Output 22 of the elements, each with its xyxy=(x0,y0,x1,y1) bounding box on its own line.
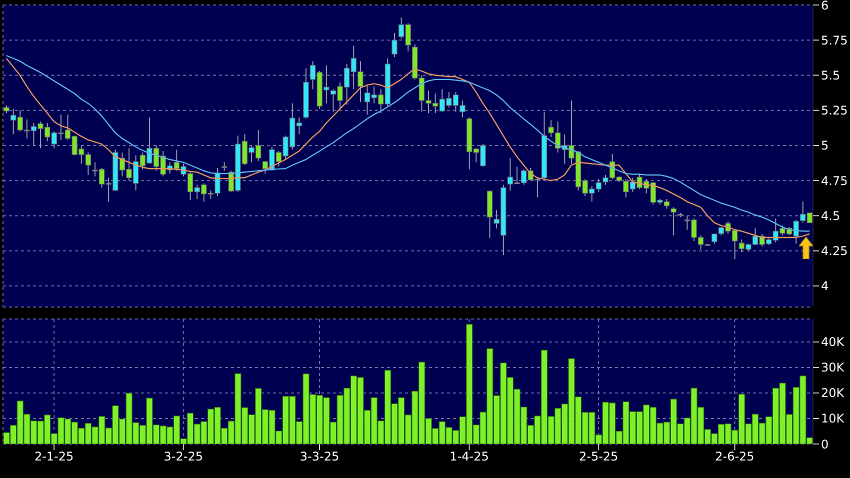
y-tick-label: 0 xyxy=(821,437,829,452)
y-tick-label: 30K xyxy=(821,360,846,375)
x-tick-label: 3-2-25 xyxy=(164,450,203,464)
y-tick-label: 6 xyxy=(821,0,829,12)
x-tick-label: 1-4-25 xyxy=(450,450,489,464)
x-tick-label: 2-5-25 xyxy=(578,450,618,464)
y-tick-label: 5.75 xyxy=(821,33,848,48)
y-tick-label: 4.75 xyxy=(821,174,848,188)
y-tick-label: 20K xyxy=(821,386,846,400)
y-tick-label: 40K xyxy=(821,335,846,350)
candlestick xyxy=(392,32,398,58)
y-tick-label: 5.5 xyxy=(821,68,840,82)
x-tick-label: 2-1-25 xyxy=(34,450,74,464)
x-tick-label: 3-3-25 xyxy=(300,450,340,464)
y-tick-label: 10K xyxy=(821,412,846,426)
y-tick-label: 4.5 xyxy=(821,208,840,223)
y-tick-label: 4 xyxy=(821,279,829,294)
candlestick xyxy=(670,206,676,236)
y-tick-label: 4.25 xyxy=(821,244,848,258)
y-tick-label: 5 xyxy=(821,138,829,153)
x-tick-label: 2-6-25 xyxy=(715,450,754,464)
y-tick-label: 5.25 xyxy=(821,104,848,118)
